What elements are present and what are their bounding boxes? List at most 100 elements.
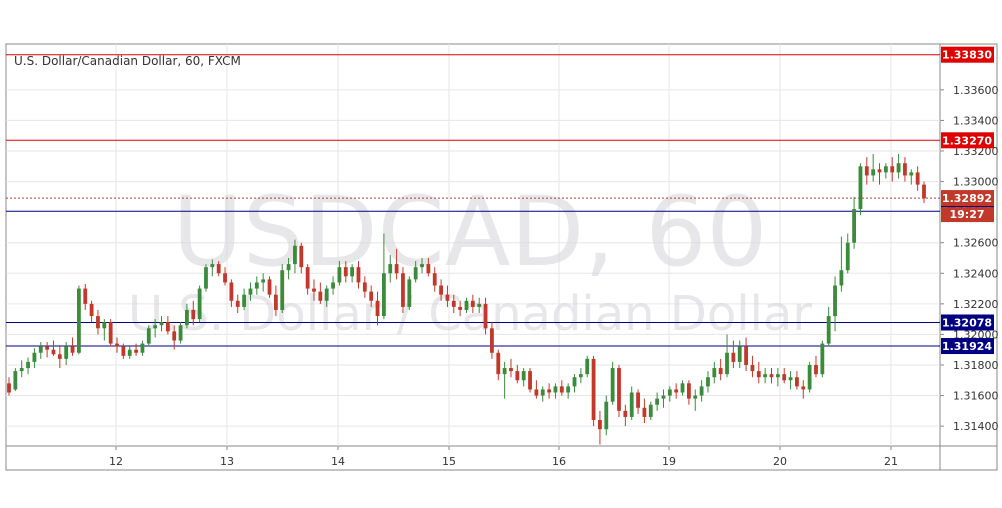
candle-up bbox=[19, 368, 24, 372]
x-tick-label: 19 bbox=[662, 455, 676, 468]
candle-down bbox=[731, 352, 736, 362]
candle-down bbox=[96, 316, 100, 329]
candle-down bbox=[318, 291, 323, 301]
candle-down bbox=[223, 273, 227, 283]
candle-up bbox=[706, 377, 710, 387]
countdown-tag bbox=[941, 207, 994, 223]
current-price-tag bbox=[941, 190, 994, 207]
candle-up bbox=[185, 309, 189, 326]
candle-down bbox=[57, 354, 62, 359]
candle-down bbox=[426, 264, 431, 274]
current-price-label: 1.32892 bbox=[942, 192, 992, 205]
candle-up bbox=[788, 377, 793, 381]
x-tick-label: 13 bbox=[220, 455, 234, 468]
candle-up bbox=[610, 368, 615, 402]
candle-down bbox=[490, 328, 494, 353]
candle-down bbox=[915, 172, 920, 185]
candle-up bbox=[420, 264, 424, 268]
candle-up bbox=[775, 374, 780, 378]
candle-down bbox=[750, 364, 755, 372]
price-tags: 1.338301.332701.328061.320781.319241.328… bbox=[941, 46, 994, 355]
candle-up bbox=[197, 288, 202, 320]
level-tag-label: 1.33830 bbox=[942, 49, 992, 62]
candle-down bbox=[903, 163, 907, 176]
candle-down bbox=[642, 407, 647, 417]
candle-down bbox=[922, 184, 926, 199]
candle-up bbox=[331, 282, 335, 289]
candle-down bbox=[375, 300, 380, 317]
candle-up bbox=[763, 374, 768, 378]
level-tag-label: 1.33270 bbox=[942, 134, 992, 147]
candle-down bbox=[191, 309, 196, 320]
level-tag-support bbox=[941, 338, 994, 355]
candle-down bbox=[369, 291, 374, 301]
candle-down bbox=[674, 389, 679, 393]
candle-down bbox=[134, 349, 138, 353]
y-tick-label: 1.31400 bbox=[953, 420, 999, 433]
candle-up bbox=[629, 392, 634, 417]
candle-up bbox=[839, 270, 844, 286]
candle-down bbox=[718, 368, 723, 375]
candle-down bbox=[591, 358, 596, 421]
candle-up bbox=[413, 267, 418, 280]
candle-down bbox=[756, 371, 761, 378]
candle-up bbox=[737, 346, 742, 362]
candle-down bbox=[496, 352, 501, 375]
candle-up bbox=[464, 300, 469, 310]
candle-up bbox=[204, 267, 208, 289]
candle-down bbox=[115, 343, 119, 347]
candle-up bbox=[909, 172, 914, 176]
watermark-symbol: USDCAD, 60 bbox=[173, 176, 768, 288]
candle-down bbox=[235, 300, 240, 307]
candle-down bbox=[299, 245, 304, 268]
candle-up bbox=[858, 166, 863, 210]
candle-down bbox=[401, 273, 405, 307]
level-tag-label: 1.31924 bbox=[942, 340, 992, 353]
candle-down bbox=[483, 303, 488, 329]
candle-up bbox=[852, 209, 857, 243]
candle-down bbox=[356, 267, 361, 283]
candle-down bbox=[528, 371, 532, 390]
x-tick-label: 16 bbox=[552, 455, 566, 468]
candle-up bbox=[585, 358, 590, 375]
candle-up bbox=[820, 343, 825, 375]
x-tick-label: 12 bbox=[109, 455, 123, 468]
candle-up bbox=[64, 346, 69, 359]
candle-down bbox=[83, 288, 88, 304]
candle-up bbox=[699, 386, 704, 396]
candle-up bbox=[350, 267, 355, 277]
candle-up bbox=[655, 398, 660, 405]
y-tick-label: 1.32600 bbox=[953, 237, 999, 250]
level-tag-resistance bbox=[941, 46, 994, 63]
candle-down bbox=[782, 374, 787, 381]
candle-down bbox=[312, 288, 316, 292]
candle-down bbox=[51, 349, 56, 355]
candle-up bbox=[127, 349, 132, 356]
candle-up bbox=[146, 328, 151, 344]
candle-up bbox=[648, 404, 653, 417]
candle-up bbox=[833, 285, 837, 317]
candle-up bbox=[280, 270, 285, 310]
candle-down bbox=[509, 368, 513, 372]
candle-down bbox=[636, 392, 640, 408]
candles bbox=[7, 154, 926, 445]
y-tick-label: 1.31600 bbox=[953, 390, 999, 403]
watermark-name: U.S. Dollar / Canadian Dollar bbox=[128, 286, 812, 342]
candle-up bbox=[871, 169, 876, 176]
chart-title: U.S. Dollar/Canadian Dollar, 60, FXCM bbox=[14, 54, 241, 68]
candle-down bbox=[362, 282, 367, 292]
candle-down bbox=[445, 294, 450, 301]
chart-frame bbox=[5, 43, 998, 471]
candle-down bbox=[108, 322, 113, 344]
level-tag-label: 1.32078 bbox=[942, 316, 992, 329]
candle-down bbox=[70, 346, 75, 353]
candle-down bbox=[267, 279, 272, 295]
candle-down bbox=[864, 166, 869, 176]
candle-up bbox=[153, 325, 158, 329]
candle-up bbox=[667, 389, 672, 396]
candle-down bbox=[814, 364, 818, 375]
candle-down bbox=[686, 383, 691, 399]
candle-down bbox=[795, 377, 799, 387]
candle-up bbox=[337, 267, 342, 283]
